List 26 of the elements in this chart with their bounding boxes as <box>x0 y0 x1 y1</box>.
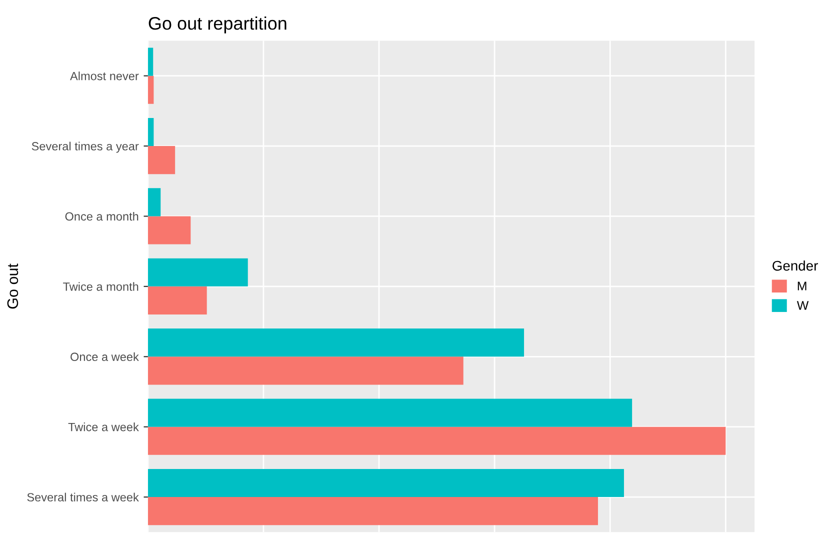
bar <box>148 146 176 174</box>
y-tick-label: Once a week <box>70 352 139 362</box>
y-tick-label: Twice a month <box>63 282 138 291</box>
bar <box>148 118 154 146</box>
bar <box>148 398 632 427</box>
legend-title: Gender <box>772 260 818 271</box>
bar <box>148 286 207 315</box>
chart-title: Go out repartition <box>148 16 286 34</box>
bar <box>148 468 624 498</box>
bar <box>148 497 598 526</box>
y-tick-label: Several times a week <box>27 492 139 502</box>
bar <box>148 188 161 216</box>
bar <box>148 258 248 286</box>
bar <box>148 328 524 357</box>
y-tick-label: Several times a year <box>32 142 139 153</box>
bar <box>148 356 464 385</box>
legend-label: W <box>796 301 809 310</box>
bar <box>148 426 726 455</box>
legend-label: M <box>798 282 806 290</box>
y-tick-label: Twice a week <box>68 422 139 432</box>
bar <box>148 216 191 244</box>
bar <box>148 76 154 104</box>
y-tick-label: Once a month <box>65 212 138 221</box>
y-tick-label: Almost never <box>70 72 139 80</box>
bar <box>148 48 154 76</box>
y-axis-title: Go out <box>7 264 18 309</box>
